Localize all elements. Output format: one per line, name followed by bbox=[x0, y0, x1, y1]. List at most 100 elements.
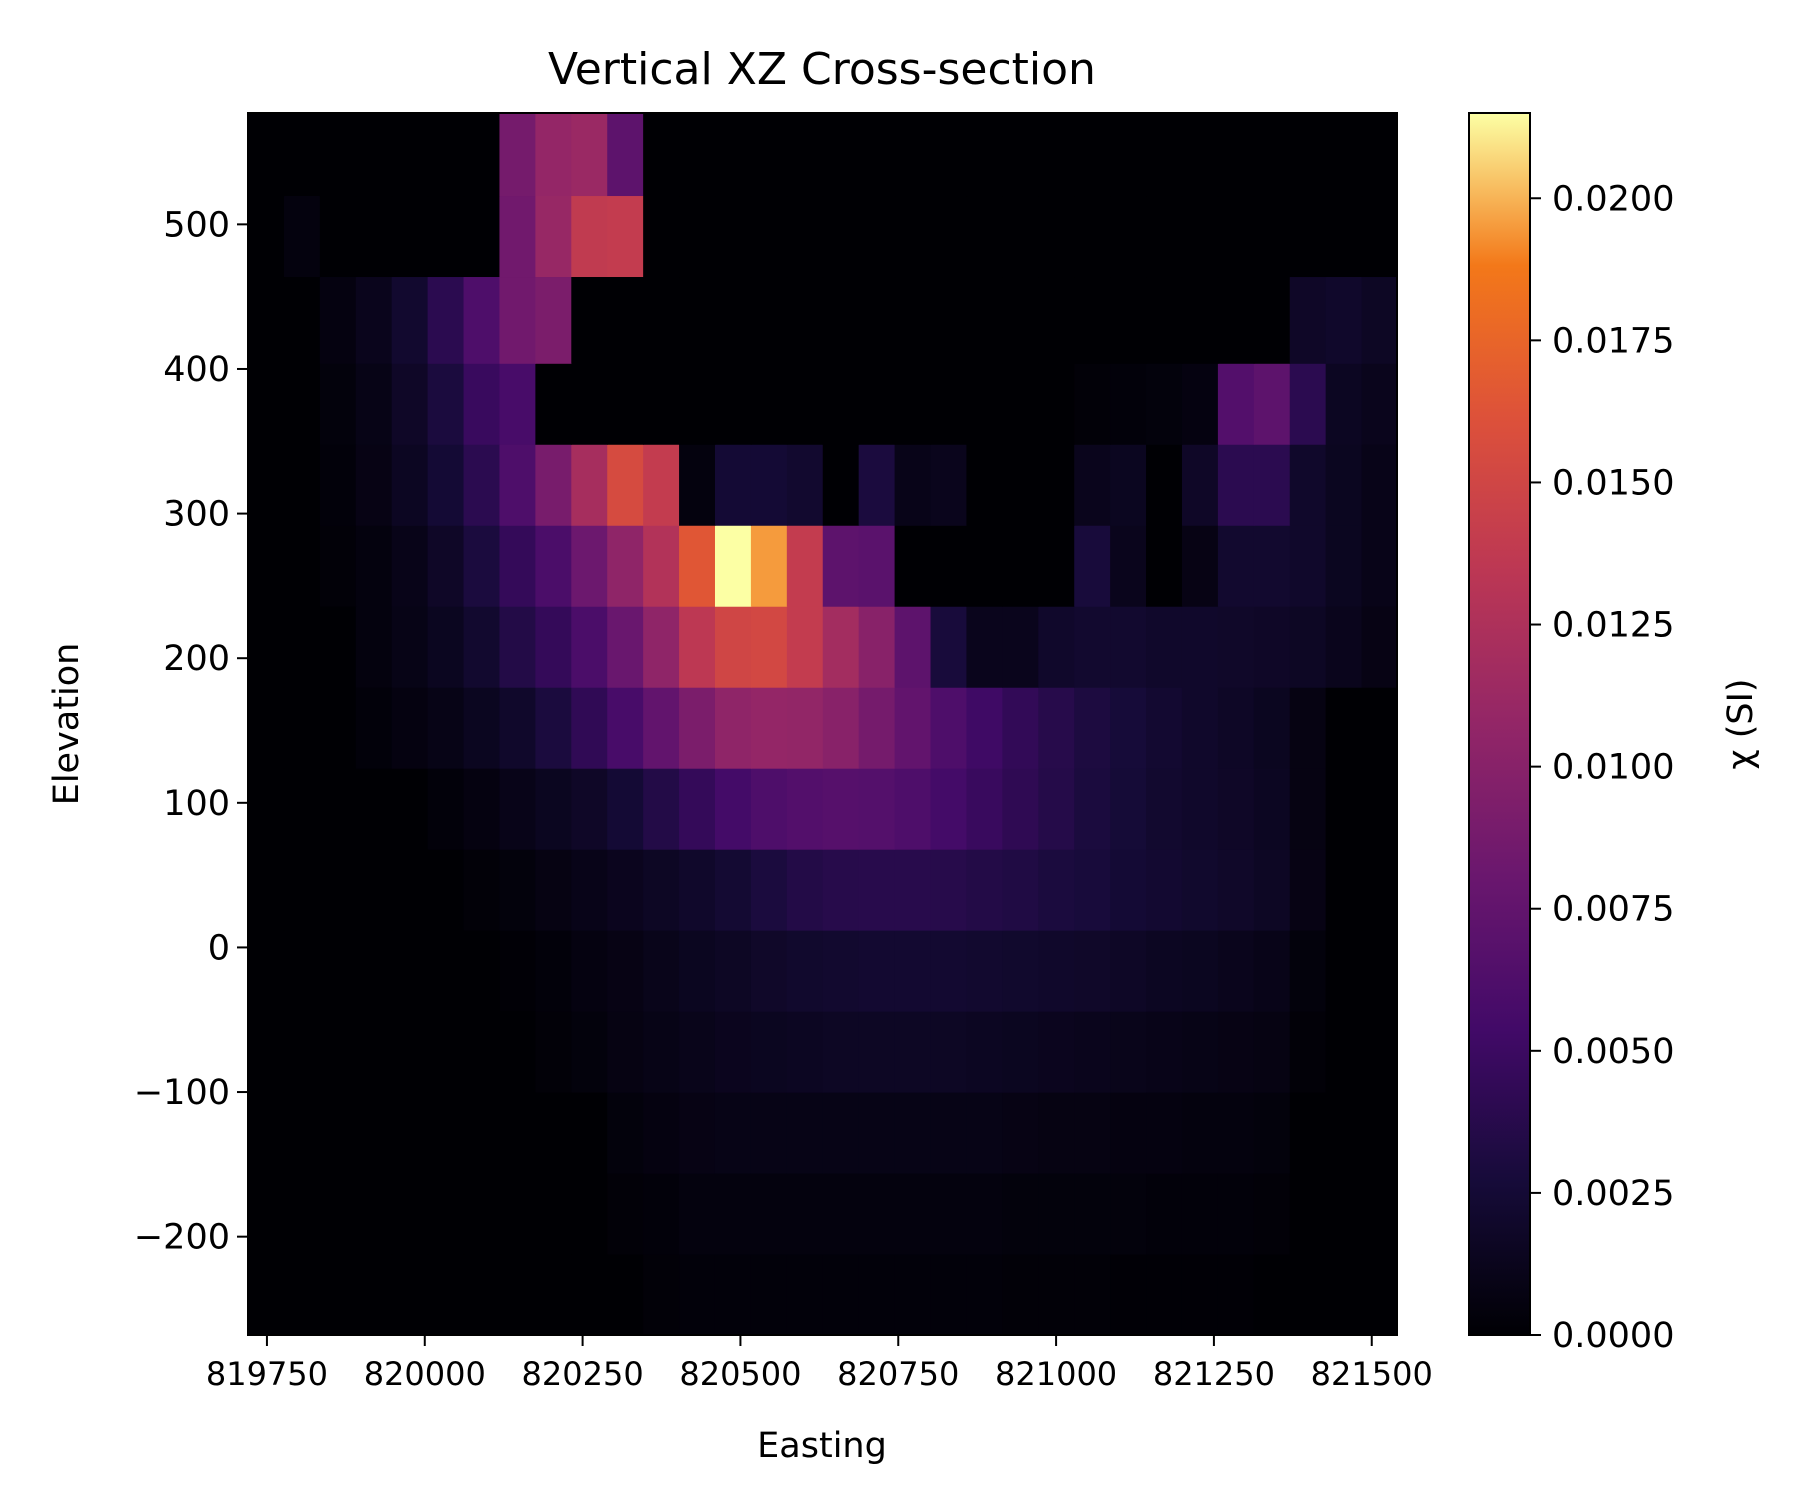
heatmap-cell bbox=[1217, 606, 1255, 688]
heatmap-cell bbox=[966, 276, 1003, 364]
heatmap-cell bbox=[930, 930, 968, 1012]
heatmap-cell bbox=[1325, 1254, 1363, 1336]
heatmap-cell bbox=[1217, 1254, 1255, 1336]
heatmap-cell bbox=[1325, 1173, 1363, 1255]
heatmap-cell bbox=[679, 525, 716, 607]
heatmap-cell bbox=[319, 1011, 357, 1093]
heatmap-cell bbox=[930, 195, 968, 278]
heatmap-cell bbox=[499, 1011, 536, 1093]
heatmap-cell bbox=[571, 195, 608, 278]
heatmap-cell bbox=[858, 195, 896, 278]
heatmap-cell bbox=[248, 1011, 285, 1093]
heatmap-cell bbox=[427, 444, 465, 526]
heatmap-cell bbox=[1110, 444, 1147, 526]
heatmap-cell bbox=[1217, 1173, 1255, 1255]
heatmap-cell bbox=[714, 276, 752, 364]
heatmap-cell bbox=[571, 768, 608, 850]
heatmap-cell bbox=[391, 525, 429, 607]
heatmap-cell bbox=[1253, 444, 1291, 526]
heatmap-cell bbox=[1289, 444, 1327, 526]
heatmap-cell bbox=[248, 444, 285, 526]
heatmap-cell bbox=[1110, 1011, 1147, 1093]
heatmap-cell bbox=[966, 195, 1003, 278]
heatmap-cell bbox=[1325, 276, 1363, 364]
heatmap-cell bbox=[786, 525, 824, 607]
heatmap-cell bbox=[1181, 606, 1219, 688]
heatmap-cell bbox=[1217, 363, 1255, 445]
heatmap-cell bbox=[571, 1011, 608, 1093]
heatmap-cell bbox=[714, 687, 752, 769]
heatmap-cell bbox=[1289, 687, 1327, 769]
heatmap-cell bbox=[1110, 1092, 1147, 1174]
heatmap-cell bbox=[535, 849, 572, 931]
heatmap-cell bbox=[1253, 768, 1291, 850]
heatmap-cell bbox=[750, 1011, 788, 1093]
heatmap-cell bbox=[1325, 1011, 1363, 1093]
heatmap-cell bbox=[319, 768, 357, 850]
heatmap-cell bbox=[1074, 768, 1111, 850]
heatmap-cell bbox=[930, 849, 968, 931]
heatmap-cell bbox=[499, 1173, 536, 1255]
heatmap-cell bbox=[283, 525, 321, 607]
heatmap-cell bbox=[930, 606, 968, 688]
heatmap-cell bbox=[607, 525, 644, 607]
heatmap-cell bbox=[643, 1254, 680, 1336]
heatmap-cell bbox=[1146, 195, 1183, 278]
heatmap-cell bbox=[786, 363, 824, 445]
colorbar-tick-label: 0.0125 bbox=[1552, 606, 1674, 646]
heatmap-cell bbox=[1002, 687, 1039, 769]
heatmap-cell bbox=[786, 1173, 824, 1255]
heatmap-cell bbox=[930, 1092, 968, 1174]
heatmap-cell bbox=[714, 1011, 752, 1093]
heatmap-cell bbox=[571, 113, 608, 197]
heatmap-cell bbox=[1038, 1092, 1075, 1174]
heatmap-cell bbox=[1217, 1092, 1255, 1174]
heatmap-cell bbox=[391, 606, 429, 688]
heatmap-cell bbox=[1146, 768, 1183, 850]
heatmap-cell bbox=[1289, 1092, 1327, 1174]
heatmap-cell bbox=[1038, 363, 1075, 445]
heatmap-cell bbox=[858, 1173, 896, 1255]
heatmap-cell bbox=[643, 930, 680, 1012]
heatmap-cell bbox=[1217, 113, 1255, 197]
heatmap-cell bbox=[858, 606, 896, 688]
heatmap-cell bbox=[355, 363, 393, 445]
heatmap-cell bbox=[858, 849, 896, 931]
heatmap-cell bbox=[1253, 606, 1291, 688]
heatmap-cell bbox=[822, 687, 860, 769]
heatmap-cell bbox=[1002, 930, 1039, 1012]
heatmap-cell bbox=[391, 849, 429, 931]
heatmap-cell bbox=[463, 768, 501, 850]
heatmap-cell bbox=[1074, 276, 1111, 364]
heatmap-cell bbox=[283, 1011, 321, 1093]
heatmap-cell bbox=[499, 768, 536, 850]
heatmap-cell bbox=[858, 276, 896, 364]
heatmap-cell bbox=[391, 1254, 429, 1336]
heatmap-cell bbox=[427, 1173, 465, 1255]
heatmap-cell bbox=[750, 1173, 788, 1255]
heatmap-cell bbox=[822, 113, 860, 197]
heatmap-cell bbox=[643, 113, 680, 197]
heatmap-cell bbox=[355, 525, 393, 607]
heatmap-cell bbox=[1181, 768, 1219, 850]
heatmap-cell bbox=[643, 1173, 680, 1255]
heatmap-cell bbox=[1074, 1011, 1111, 1093]
heatmap-cell bbox=[1038, 525, 1075, 607]
heatmap-cell bbox=[463, 363, 501, 445]
y-tick-label: 200 bbox=[163, 639, 230, 679]
heatmap-cell bbox=[535, 768, 572, 850]
heatmap-cell bbox=[930, 768, 968, 850]
heatmap-cell bbox=[1002, 113, 1039, 197]
heatmap-cell bbox=[894, 930, 932, 1012]
heatmap-cell bbox=[463, 444, 501, 526]
heatmap-cell bbox=[786, 1092, 824, 1174]
y-tick-label: 100 bbox=[163, 784, 230, 824]
heatmap-cell bbox=[750, 113, 788, 197]
heatmap-cell bbox=[1325, 930, 1363, 1012]
heatmap-cell bbox=[858, 930, 896, 1012]
heatmap-cell bbox=[571, 849, 608, 931]
heatmap-cell bbox=[1181, 525, 1219, 607]
heatmap-cell bbox=[607, 849, 644, 931]
heatmap-cell bbox=[283, 444, 321, 526]
heatmap-cell bbox=[1074, 1173, 1111, 1255]
